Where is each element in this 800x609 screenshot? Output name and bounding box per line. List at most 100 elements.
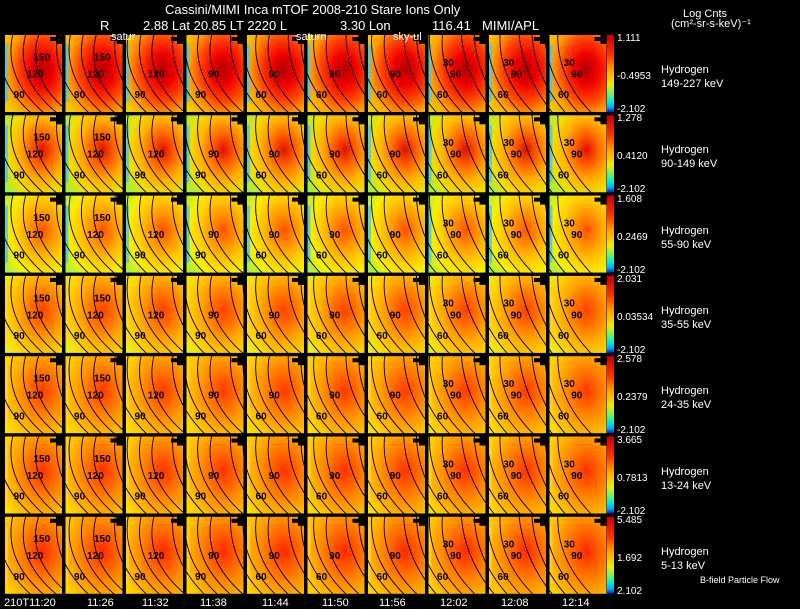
contour-label: 30 — [443, 299, 455, 310]
contour-line — [197, 113, 233, 195]
contour-line — [0, 434, 33, 516]
contour-label: 90 — [571, 150, 583, 161]
row-species: Hydrogen — [661, 64, 709, 76]
contour-line — [242, 273, 278, 356]
contour-line — [184, 514, 220, 597]
colorbar-min: -2.102 — [617, 425, 646, 437]
sc-marker — [110, 277, 127, 282]
panel-edge — [5, 366, 8, 424]
panel-bg — [489, 275, 546, 353]
panel-edge — [186, 366, 190, 424]
panel-bg — [126, 436, 183, 514]
time-label: 11:56 — [379, 597, 406, 609]
contour-line — [441, 193, 477, 275]
panel-edge — [428, 205, 432, 263]
contour-label: 90 — [208, 69, 220, 80]
time-label: 12:08 — [501, 597, 529, 609]
contour-line — [441, 434, 477, 516]
sc-marker — [110, 37, 127, 41]
contour-label: 60 — [498, 251, 510, 262]
colorbar-r6 — [607, 516, 614, 594]
sc-marker — [534, 117, 550, 122]
panel-edge — [5, 125, 8, 183]
contour-line — [416, 514, 452, 597]
contour-line — [35, 193, 72, 275]
panel-bg — [186, 436, 244, 514]
panel-edge — [65, 366, 69, 424]
contour-line — [416, 32, 452, 115]
contour-line — [325, 113, 362, 195]
sc-marker — [473, 277, 490, 282]
sc-marker — [413, 438, 429, 443]
contour-line — [345, 273, 381, 356]
contour-label: 90 — [511, 230, 523, 241]
overlap-label-3: sky-ul — [393, 31, 422, 43]
contour-label: 30 — [564, 138, 576, 149]
contour-line — [345, 434, 381, 516]
contour-line — [22, 434, 59, 516]
contour-line — [403, 32, 439, 115]
contour-label: 60 — [256, 411, 268, 422]
contour-line — [114, 113, 149, 195]
contour-label: 60 — [437, 170, 449, 181]
time-label: 11:44 — [262, 597, 289, 609]
contour-line — [0, 273, 33, 356]
colorbar-r2 — [607, 195, 614, 273]
contour-line — [22, 514, 59, 597]
contour-line — [172, 354, 207, 436]
contour-label: 30 — [503, 218, 515, 229]
contour-line — [230, 434, 265, 516]
contour-line — [313, 514, 349, 597]
contour-line — [255, 32, 291, 115]
contour-line — [325, 32, 362, 115]
sc-marker — [594, 37, 611, 41]
contour-label: 120 — [148, 471, 165, 482]
contour-line — [460, 514, 496, 597]
legend-bfield: B-field Particle Flow — [700, 575, 780, 585]
contour-label: 30 — [564, 379, 576, 390]
contour-line — [114, 273, 149, 356]
contour-label: 90 — [195, 411, 207, 422]
contour-line — [80, 193, 117, 275]
contour-line — [403, 273, 439, 356]
time-label: 11:32 — [142, 597, 169, 609]
contour-label: 150 — [94, 213, 111, 224]
contour-label: 120 — [27, 471, 44, 482]
contour-line — [531, 354, 567, 436]
panel-edge — [368, 205, 371, 263]
contour-label: 90 — [135, 411, 147, 422]
contour-label: 90 — [511, 391, 523, 402]
contour-label: 90 — [74, 492, 86, 503]
row-energy: 149-227 keV — [661, 78, 724, 90]
contour-line — [80, 434, 117, 516]
contour-label: 90 — [450, 471, 462, 482]
contour-line — [209, 354, 246, 436]
sc-marker — [473, 37, 490, 41]
contour-line — [184, 273, 220, 356]
contour-label: 90 — [571, 310, 583, 321]
colorbar-r5 — [607, 436, 614, 514]
contour-line — [242, 354, 278, 436]
row-energy: 35-55 keV — [661, 318, 712, 331]
sc-marker — [50, 438, 66, 443]
contour-line — [242, 434, 278, 516]
contour-line — [416, 193, 452, 275]
row-energy: 55-90 keV — [661, 238, 712, 251]
contour-line — [93, 193, 130, 275]
contour-label: 90 — [208, 471, 220, 482]
overlap-label-1: satur — [111, 31, 136, 43]
